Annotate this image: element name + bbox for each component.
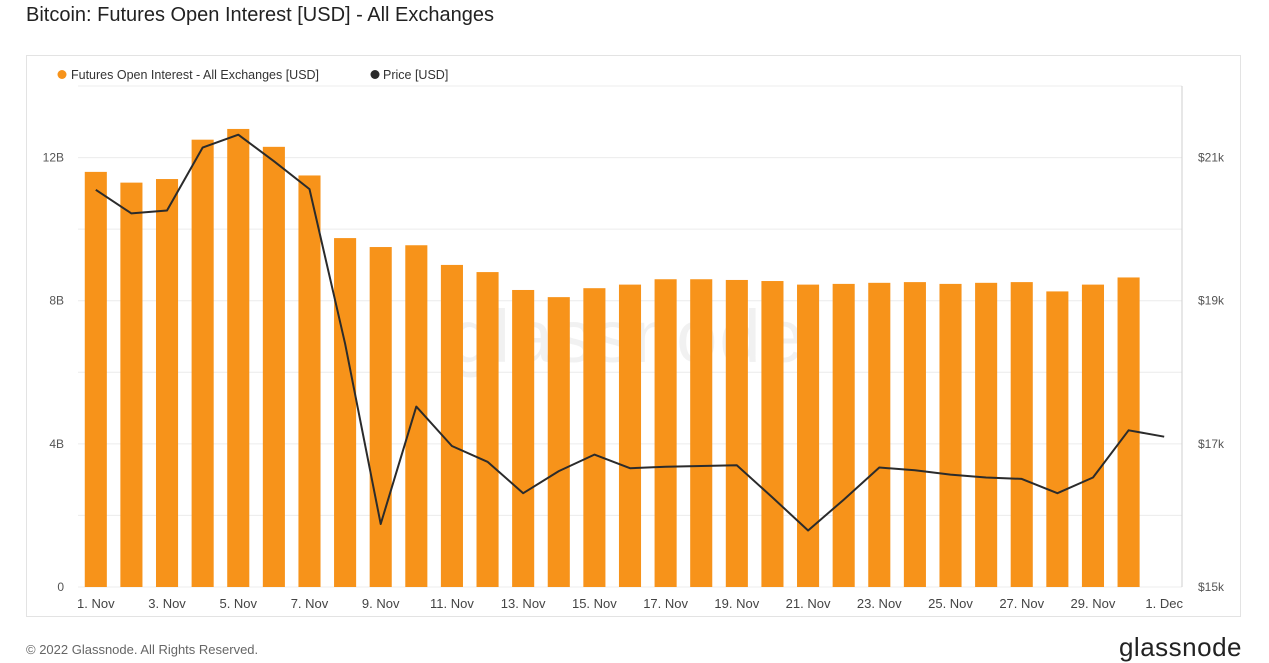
oi-bar bbox=[1046, 291, 1068, 587]
x-tick-label: 7. Nov bbox=[291, 596, 329, 611]
x-tick-label: 1. Dec bbox=[1145, 596, 1183, 611]
oi-bar bbox=[975, 283, 997, 587]
x-tick-label: 27. Nov bbox=[999, 596, 1044, 611]
oi-bar bbox=[298, 175, 320, 587]
y-right-tick-label: $21k bbox=[1198, 151, 1225, 165]
y-left-tick-label: 8B bbox=[49, 294, 64, 308]
oi-bar bbox=[192, 140, 214, 587]
oi-bar bbox=[156, 179, 178, 587]
x-tick-label: 15. Nov bbox=[572, 596, 617, 611]
legend-price-label: Price [USD] bbox=[383, 68, 448, 82]
y-left-tick-label: 4B bbox=[49, 437, 64, 451]
oi-bar bbox=[939, 284, 961, 587]
oi-bar bbox=[761, 281, 783, 587]
x-tick-label: 19. Nov bbox=[714, 596, 759, 611]
legend-oi-label: Futures Open Interest - All Exchanges [U… bbox=[71, 68, 319, 82]
x-tick-label: 17. Nov bbox=[643, 596, 688, 611]
x-tick-label: 1. Nov bbox=[77, 596, 115, 611]
x-tick-label: 5. Nov bbox=[219, 596, 257, 611]
x-tick-label: 11. Nov bbox=[430, 596, 474, 611]
copyright-footer: © 2022 Glassnode. All Rights Reserved. bbox=[26, 642, 258, 657]
y-left-tick-label: 12B bbox=[43, 151, 64, 165]
oi-bar bbox=[690, 279, 712, 587]
oi-bar bbox=[904, 282, 926, 587]
oi-bar bbox=[868, 283, 890, 587]
x-tick-label: 25. Nov bbox=[928, 596, 973, 611]
y-right-tick-label: $19k bbox=[1198, 294, 1225, 308]
x-tick-label: 9. Nov bbox=[362, 596, 400, 611]
oi-bar bbox=[583, 288, 605, 587]
oi-bar bbox=[370, 247, 392, 587]
oi-bar bbox=[120, 183, 142, 587]
oi-bar bbox=[619, 285, 641, 587]
oi-bar bbox=[726, 280, 748, 587]
oi-bar bbox=[655, 279, 677, 587]
oi-bar bbox=[797, 285, 819, 587]
oi-bar bbox=[441, 265, 463, 587]
y-right-tick-label: $15k bbox=[1198, 580, 1225, 594]
oi-bar bbox=[477, 272, 499, 587]
y-right-tick-label: $17k bbox=[1198, 437, 1225, 451]
x-tick-label: 23. Nov bbox=[857, 596, 902, 611]
legend-price-swatch bbox=[371, 70, 380, 79]
oi-bar bbox=[334, 238, 356, 587]
x-tick-label: 29. Nov bbox=[1071, 596, 1116, 611]
oi-bar bbox=[1011, 282, 1033, 587]
x-tick-label: 21. Nov bbox=[786, 596, 831, 611]
oi-bar bbox=[833, 284, 855, 587]
x-tick-label: 13. Nov bbox=[501, 596, 546, 611]
oi-bar bbox=[227, 129, 249, 587]
x-tick-label: 3. Nov bbox=[148, 596, 186, 611]
brand-logo: glassnode bbox=[1119, 632, 1242, 663]
oi-bar bbox=[1082, 285, 1104, 587]
oi-bar bbox=[263, 147, 285, 587]
legend-oi-swatch bbox=[58, 70, 67, 79]
oi-bar bbox=[512, 290, 534, 587]
y-left-tick-label: 0 bbox=[57, 580, 64, 594]
oi-bar bbox=[548, 297, 570, 587]
oi-bar bbox=[85, 172, 107, 587]
